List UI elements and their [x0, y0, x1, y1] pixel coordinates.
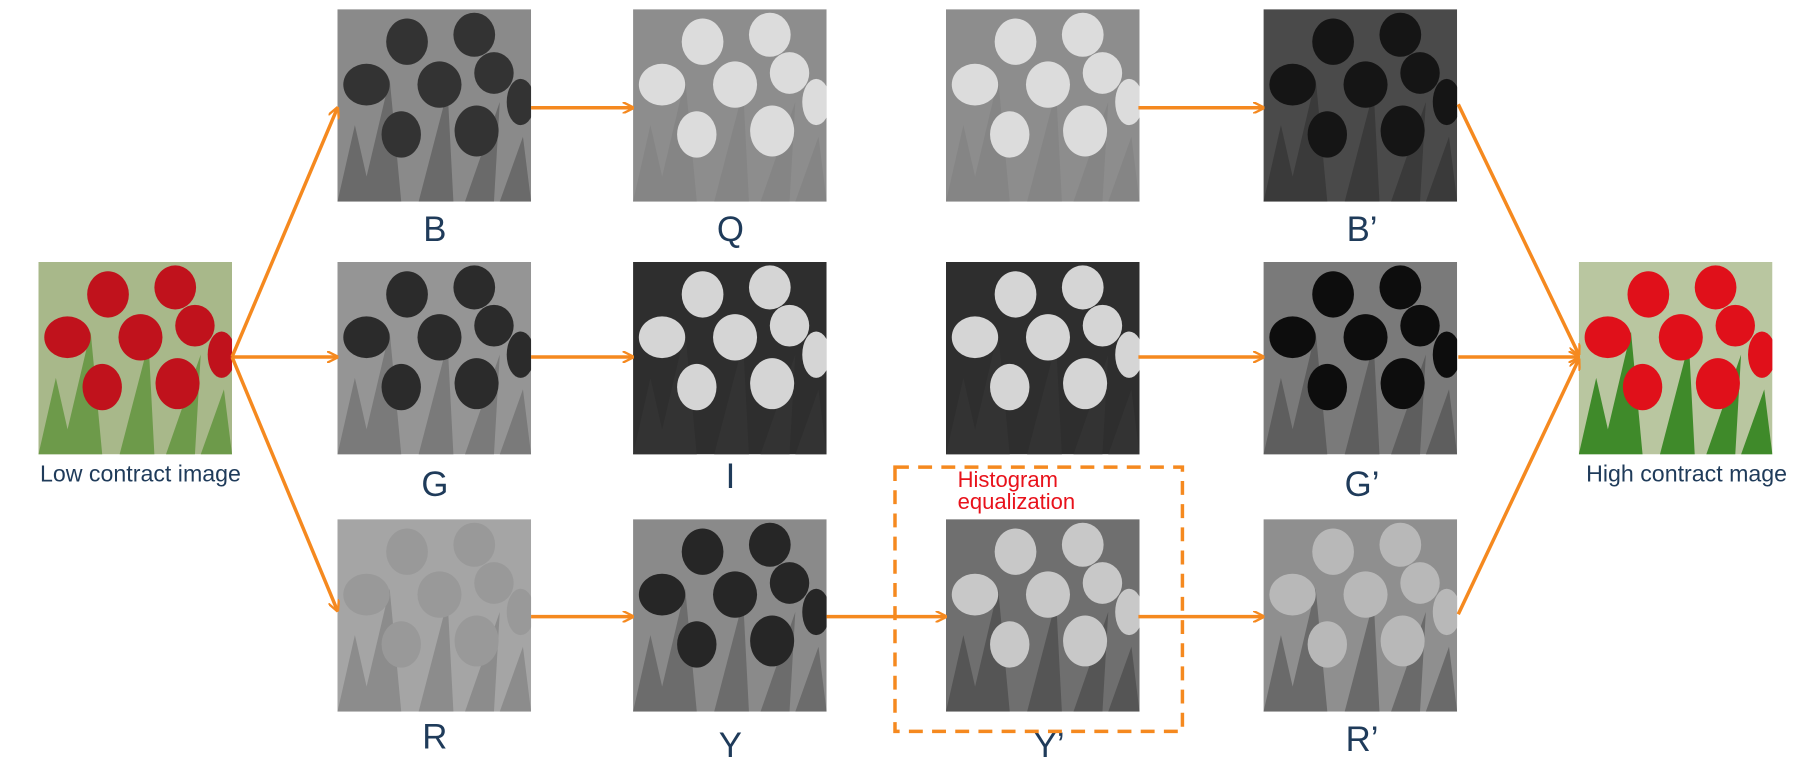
channel-image — [633, 519, 830, 711]
channel-label: I — [726, 458, 736, 496]
channel-label: B — [423, 211, 446, 249]
channel-image — [1264, 519, 1461, 711]
channel-label: B’ — [1347, 211, 1378, 249]
output-image — [1579, 262, 1776, 454]
channel-label: Y — [719, 727, 742, 758]
channel-label: R — [422, 719, 447, 757]
channel-image — [1264, 9, 1461, 201]
output-label: High contract mage — [1586, 460, 1787, 486]
annotation-text: Histogram equalization — [958, 469, 1143, 513]
channel-image — [633, 9, 830, 201]
arrow — [232, 357, 337, 611]
input-image — [38, 262, 235, 454]
channel-image — [338, 262, 535, 454]
channel-label: R’ — [1346, 721, 1379, 758]
arrow — [1458, 359, 1579, 614]
channel-image — [946, 262, 1143, 454]
input-label: Low contract image — [40, 460, 241, 486]
arrow — [232, 108, 337, 357]
channel-image — [946, 519, 1143, 711]
diagram: Low contract image High contract mage B … — [0, 0, 1812, 758]
channel-label: G — [421, 466, 448, 504]
channel-image — [633, 262, 830, 454]
channel-image — [338, 519, 535, 711]
arrow — [1458, 104, 1579, 354]
channel-label: Q — [717, 211, 744, 249]
channel-label: G’ — [1345, 466, 1380, 504]
channel-image — [1264, 262, 1461, 454]
channel-image — [946, 9, 1143, 201]
annotation: Histogram equalization — [958, 469, 1143, 520]
channel-image — [338, 9, 535, 201]
